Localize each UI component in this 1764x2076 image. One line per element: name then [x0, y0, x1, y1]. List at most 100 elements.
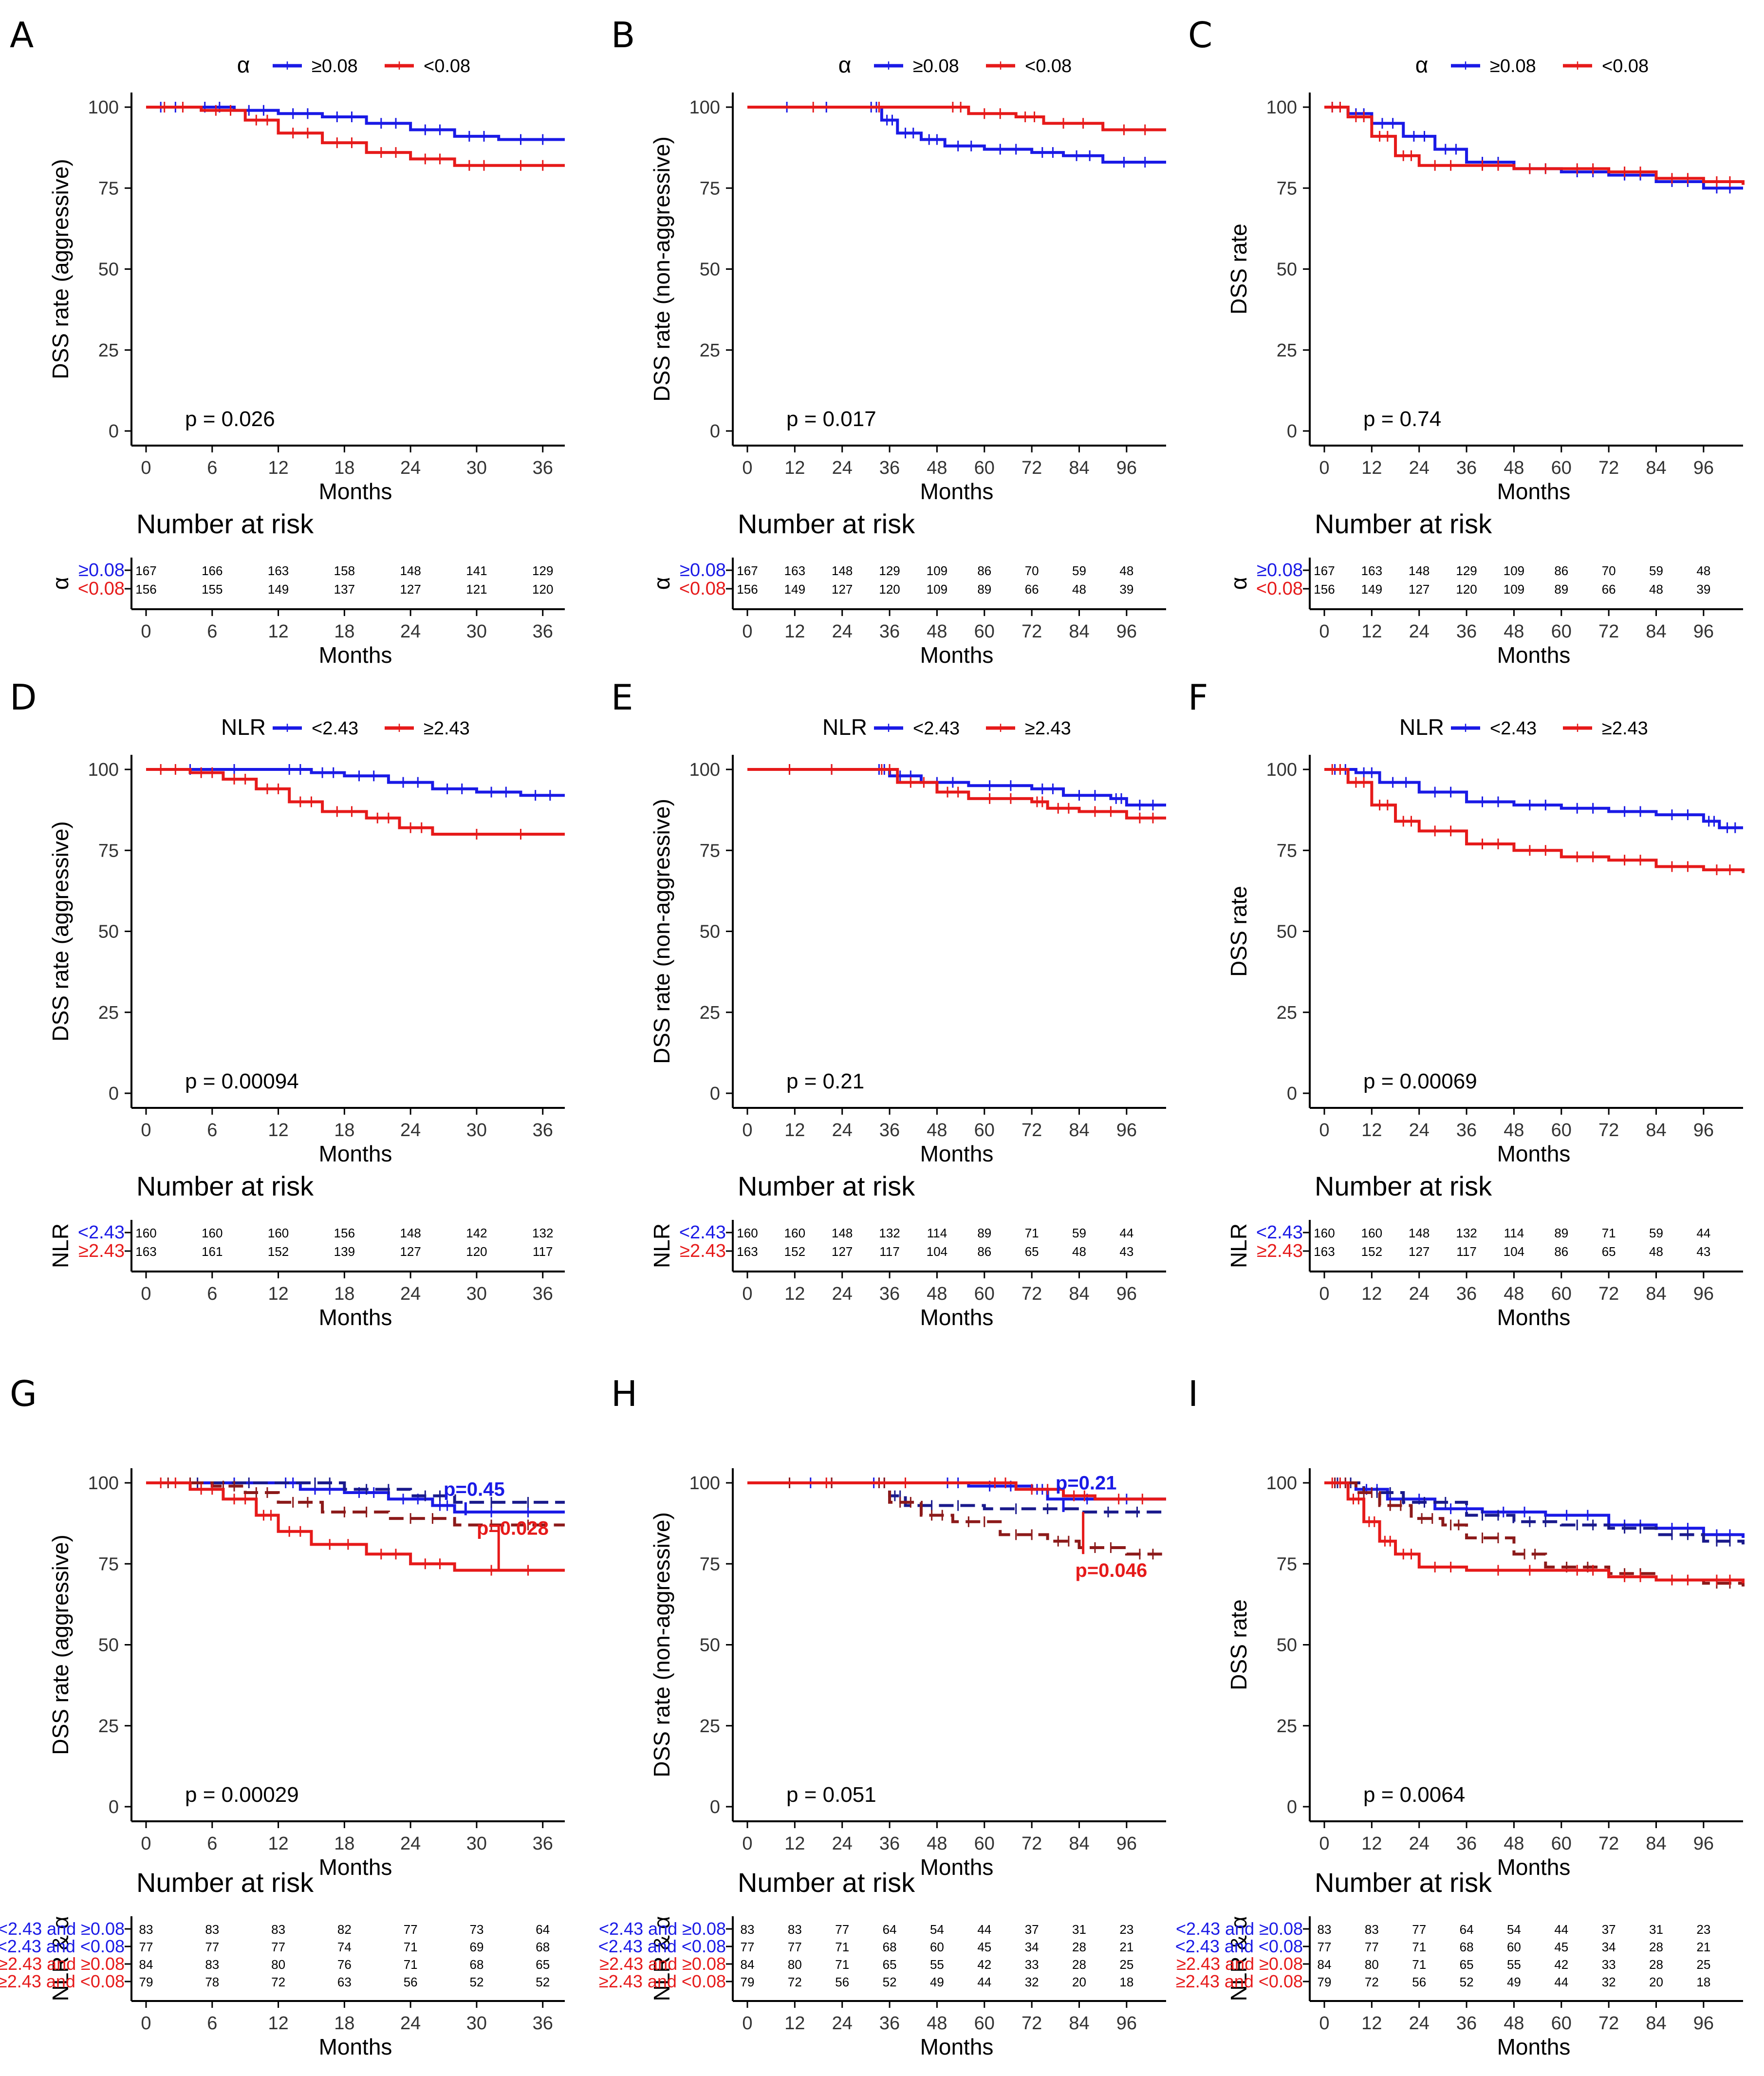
km-chart-f: NLR + <2.43 + ≥2.43 0 25 50 75 100 0 12 24 36 48 60 72 84…	[1226, 714, 1745, 1330]
comparison-pvalue: p=0.21	[1056, 1472, 1117, 1494]
risk-count: 77	[741, 1940, 755, 1954]
risk-x-tick-label: 30	[466, 2013, 487, 2034]
risk-row-label: <0.08	[78, 579, 125, 599]
risk-x-tick-label: 30	[466, 1284, 487, 1304]
risk-x-tick-label: 0	[1319, 621, 1329, 642]
y-tick-label: 0	[1287, 1084, 1297, 1104]
x-tick-label: 48	[927, 458, 947, 478]
legend-label: <0.08	[1025, 56, 1072, 76]
y-tick-label: 100	[88, 1473, 119, 1494]
risk-x-tick-label: 36	[1456, 1284, 1477, 1304]
risk-count: 117	[1456, 1244, 1476, 1259]
survival-curve	[1324, 1481, 1745, 1545]
x-tick-label: 96	[1693, 1833, 1714, 1854]
survival-curve	[1324, 106, 1743, 190]
p-value: p = 0.0064	[1363, 1783, 1465, 1807]
risk-x-tick-label: 24	[832, 621, 853, 642]
legend-label: ≥0.08	[1490, 56, 1536, 76]
x-tick-label: 24	[1409, 458, 1430, 478]
risk-row-label: ≥0.08	[78, 560, 125, 580]
risk-count: 77	[1412, 1922, 1426, 1937]
risk-var-label: NLR & α	[48, 1916, 73, 2001]
risk-count: 117	[879, 1244, 899, 1259]
risk-count: 65	[1602, 1244, 1616, 1259]
y-tick-label: 100	[88, 760, 119, 780]
risk-x-axis-title: Months	[1497, 642, 1571, 668]
risk-count: 59	[1072, 563, 1086, 578]
x-tick-label: 72	[1598, 1833, 1619, 1854]
risk-count: 167	[737, 563, 758, 578]
risk-count: 114	[927, 1226, 947, 1240]
p-value: p = 0.21	[786, 1069, 864, 1093]
risk-count: 149	[784, 582, 805, 597]
panel-label: D	[10, 677, 37, 718]
panel-a: A α + ≥0.08 + <0.08 0 25 50 75 100 0 6 12 18 24 30 36 Mon…	[10, 15, 594, 696]
panel-label: E	[611, 677, 633, 718]
risk-x-tick-label: 24	[832, 1284, 853, 1304]
risk-x-tick-label: 0	[1319, 2013, 1329, 2034]
risk-count: 76	[337, 1957, 352, 1972]
y-tick-label: 50	[98, 1635, 119, 1656]
x-tick-label: 6	[207, 1120, 217, 1141]
x-tick-label: 72	[1598, 458, 1619, 478]
risk-count: 155	[202, 582, 223, 597]
x-tick-label: 24	[1409, 1120, 1430, 1141]
risk-row-label: ≥2.43	[680, 1241, 726, 1261]
risk-count: 77	[788, 1940, 802, 1954]
risk-count: 43	[1696, 1244, 1710, 1259]
risk-count: 45	[1554, 1940, 1568, 1954]
y-tick-label: 0	[710, 421, 720, 442]
risk-count: 48	[1119, 563, 1133, 578]
y-axis-title: DSS rate	[1226, 224, 1251, 315]
x-tick-label: 12	[1361, 1833, 1382, 1854]
panel-i: I 0 25 50 75 100 0 12 24 36 48 60 72 84 96 Months DSS r…	[1175, 1373, 1764, 2059]
risk-count: 149	[268, 582, 289, 597]
x-tick-label: 84	[1646, 1120, 1666, 1141]
comparison-pvalue: p=0.45	[444, 1479, 505, 1500]
risk-count: 117	[533, 1244, 553, 1259]
risk-x-tick-label: 12	[268, 621, 288, 642]
risk-x-tick-label: 0	[742, 621, 752, 642]
risk-x-tick-label: 84	[1069, 621, 1089, 642]
p-value: p = 0.74	[1363, 407, 1441, 431]
legend-label: <0.08	[424, 56, 470, 76]
risk-x-tick-label: 0	[141, 1284, 151, 1304]
risk-count: 21	[1119, 1940, 1133, 1954]
risk-count: 77	[1365, 1940, 1379, 1954]
risk-count: 80	[271, 1957, 285, 1972]
risk-count: 21	[1696, 1940, 1710, 1954]
risk-x-tick-label: 96	[1116, 1284, 1137, 1304]
legend-label: ≥2.43	[1025, 718, 1071, 739]
risk-x-tick-label: 84	[1646, 1284, 1666, 1304]
risk-count: 83	[205, 1957, 219, 1972]
y-tick-label: 0	[710, 1797, 720, 1817]
risk-x-tick-label: 48	[927, 2013, 947, 2034]
risk-count: 163	[784, 563, 805, 578]
risk-table-title: Number at risk	[1315, 508, 1492, 539]
risk-count: 109	[927, 563, 947, 578]
risk-row-label: <2.43 and <0.08	[1175, 1936, 1303, 1956]
risk-count: 44	[977, 1922, 991, 1937]
survival-curve	[1324, 1481, 1745, 1587]
risk-x-tick-label: 12	[784, 2013, 805, 2034]
risk-x-tick-label: 12	[268, 1284, 288, 1304]
risk-count: 70	[1025, 563, 1039, 578]
x-tick-label: 18	[334, 1120, 354, 1141]
risk-x-tick-label: 48	[927, 1284, 947, 1304]
km-chart-c: α + ≥0.08 + <0.08 0 25 50 75 100 0 12 24 36 48 60 72 84 96…	[1226, 52, 1745, 668]
risk-count: 59	[1072, 1226, 1086, 1240]
legend-key-plus: +	[1573, 56, 1582, 75]
x-tick-label: 60	[1551, 458, 1572, 478]
risk-count: 78	[205, 1975, 219, 1989]
risk-x-tick-label: 12	[1361, 1284, 1382, 1304]
risk-x-axis-title: Months	[920, 1305, 994, 1330]
risk-x-tick-label: 72	[1598, 1284, 1619, 1304]
risk-x-tick-label: 72	[1598, 2013, 1619, 2034]
risk-count: 127	[400, 582, 421, 597]
y-tick-label: 25	[1277, 1716, 1297, 1737]
risk-count: 79	[139, 1975, 153, 1989]
risk-count: 83	[271, 1922, 285, 1937]
risk-count: 167	[135, 563, 156, 578]
risk-count: 48	[1072, 582, 1086, 597]
x-tick-label: 30	[466, 1833, 487, 1854]
